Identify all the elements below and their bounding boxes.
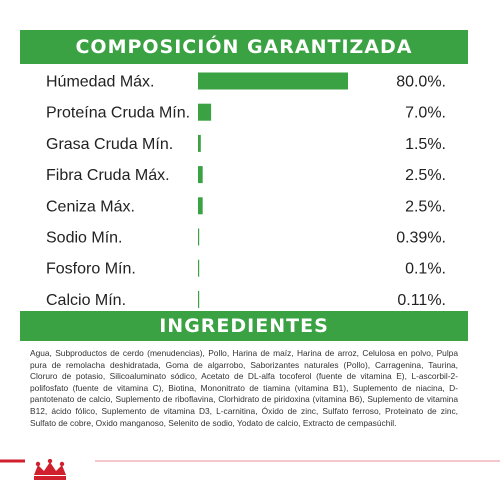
value-label: 1.5%. [405, 136, 446, 153]
bar [198, 259, 200, 277]
category-label: Ceniza Máx. [46, 198, 135, 215]
value-label: 7.0%. [405, 105, 446, 122]
value-label: 0.11%. [397, 292, 446, 309]
value-label: 0.1%. [405, 261, 446, 278]
category-label: Proteína Cruda Mín. [46, 105, 190, 122]
category-label: Grasa Cruda Mín. [46, 136, 173, 153]
value-label: 0.39%. [396, 230, 446, 247]
royal-canin-crown-logo [34, 459, 66, 480]
bar [198, 72, 348, 90]
bar [198, 103, 212, 121]
bar [198, 166, 203, 184]
value-label: 2.5%. [405, 167, 446, 184]
value-label: 2.5%. [405, 198, 446, 215]
category-label: Fibra Cruda Máx. [46, 167, 170, 184]
composition-chart: Húmedad Máx. 80.0%. Proteína Cruda Mín. 7.0… [46, 72, 446, 309]
bar [198, 134, 201, 152]
category-label: Calcio Mín. [46, 292, 126, 309]
footer-decoration [0, 459, 500, 480]
ingredients-header: INGREDIENTES [20, 311, 468, 341]
value-label: 80.0%. [396, 74, 446, 91]
bar [198, 197, 203, 215]
category-label: Sodio Mín. [46, 230, 122, 247]
category-label: Fosforo Mín. [46, 261, 136, 278]
ingredients-text: Agua, Subproductos de cerdo (menudencias… [30, 348, 458, 428]
composition-header: COMPOSICIÓN GARANTIZADA [20, 30, 468, 64]
bar [198, 228, 200, 246]
bar [198, 290, 200, 308]
category-label: Húmedad Máx. [46, 74, 155, 91]
